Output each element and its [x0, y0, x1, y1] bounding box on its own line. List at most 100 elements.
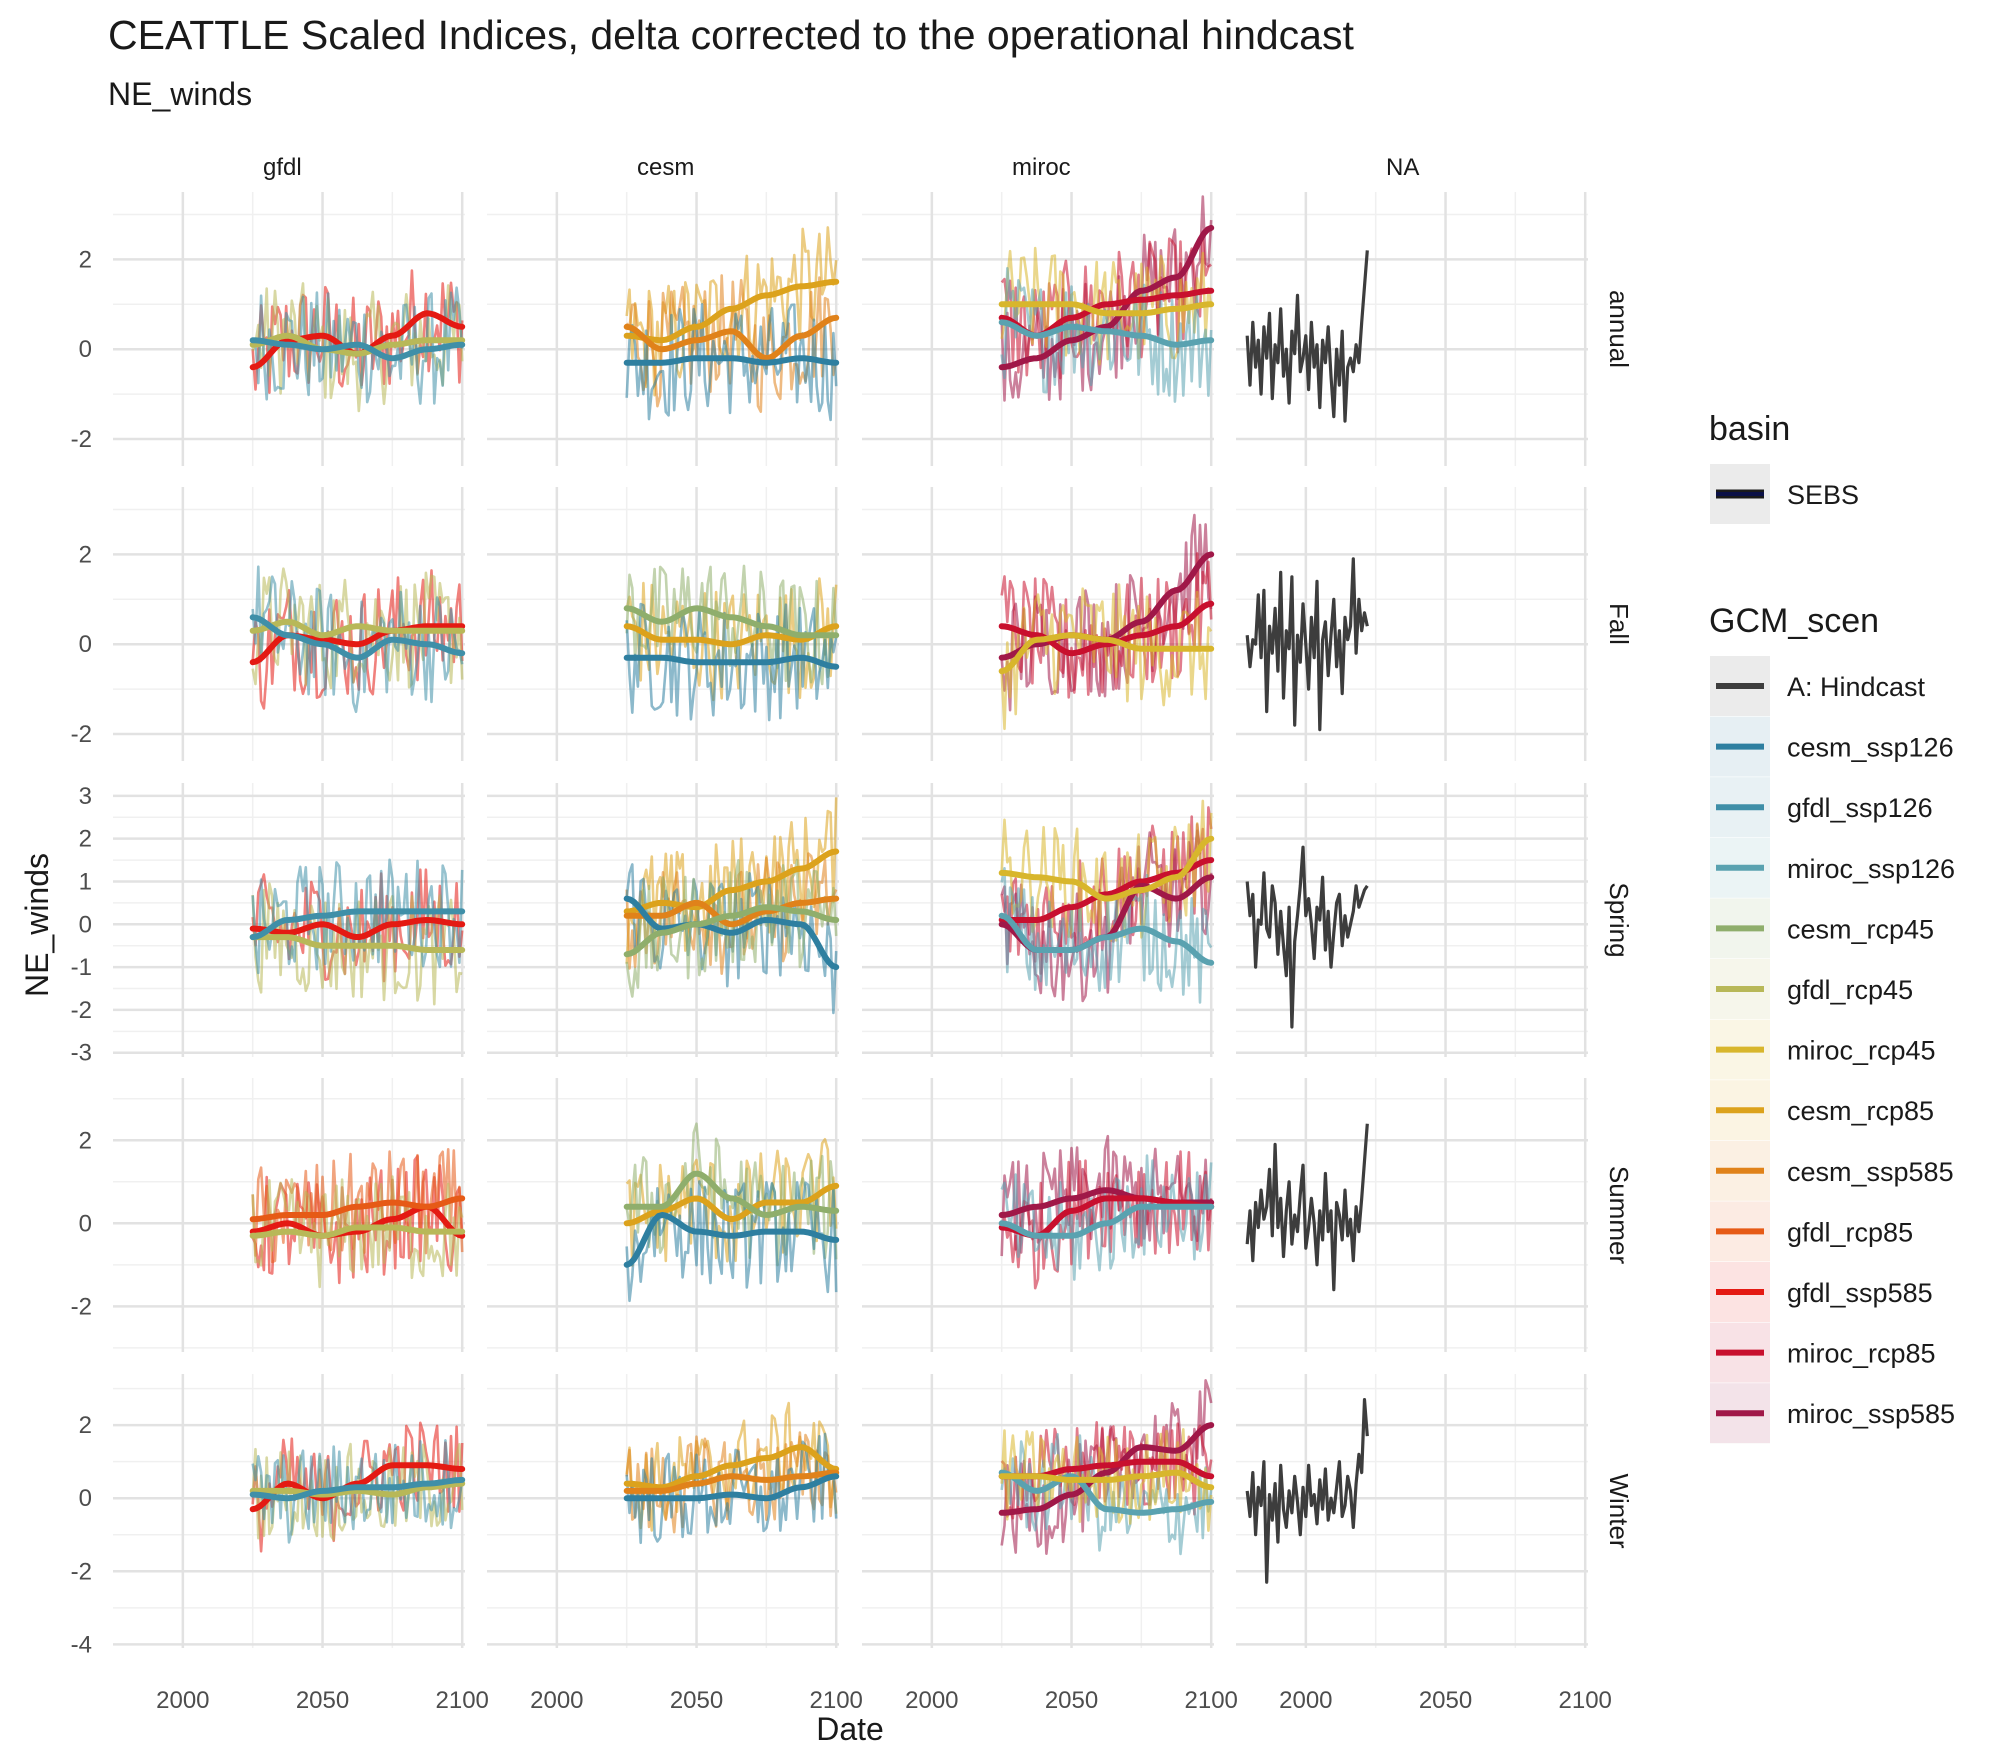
- x-tick-label: 2050: [296, 1687, 349, 1714]
- series-trend-gfdl_rcp45: [249, 1224, 466, 1239]
- panel-cesm-spring: [487, 783, 840, 1057]
- series-raw-cesm_ssp126: [625, 1432, 838, 1545]
- series-raw-gfdl_rcp45: [251, 567, 464, 690]
- panel-gfdl-fall: [113, 487, 466, 761]
- y-tick-label: 2: [79, 826, 92, 853]
- x-tick-label: 2050: [1045, 1687, 1098, 1714]
- y-tick-label: 0: [79, 1485, 92, 1512]
- panel-miroc-summer: [862, 1078, 1215, 1352]
- series-trend-miroc_rcp45: [998, 632, 1215, 675]
- panel-cesm-annual: [487, 192, 840, 466]
- series-trend-cesm_rcp85: [623, 1444, 840, 1491]
- facet-label-summer: Summer: [1604, 1166, 1634, 1265]
- panel-na-annual: [1236, 192, 1588, 466]
- x-tick-label: 2050: [1419, 1687, 1472, 1714]
- y-tick-label: -1: [71, 954, 92, 981]
- series-trend-miroc_ssp585: [998, 224, 1215, 371]
- series-trend-gfdl_rcp45: [249, 332, 466, 357]
- legend-label: cesm_ssp585: [1787, 1157, 1954, 1187]
- panel-cesm-fall: [487, 487, 840, 761]
- y-tick-label: 0: [79, 911, 92, 938]
- y-tick-label: 0: [79, 1210, 92, 1237]
- x-tick-label: 2100: [1559, 1687, 1612, 1714]
- hindcast-line: [1245, 1398, 1369, 1584]
- hindcast-line: [1245, 1123, 1369, 1292]
- panel-gfdl-summer: [113, 1078, 466, 1352]
- series-trend-cesm_rcp85: [623, 1182, 840, 1227]
- facet-label-gfdl: gfdl: [263, 154, 302, 181]
- y-tick-label: 2: [79, 541, 92, 568]
- legend-label: miroc_rcp45: [1787, 1036, 1936, 1066]
- series-trend-cesm_rcp45: [623, 605, 840, 639]
- series-trend-cesm_rcp45: [623, 1170, 840, 1218]
- facet-label-miroc: miroc: [1012, 154, 1071, 181]
- chart-title: CEATTLE Scaled Indices, delta corrected …: [108, 12, 1354, 58]
- series-trend-cesm_rcp85: [623, 278, 840, 344]
- series-raw-cesm_rcp45: [625, 1122, 838, 1267]
- facet-label-cesm: cesm: [637, 154, 694, 181]
- legend-label: gfdl_ssp585: [1787, 1278, 1933, 1308]
- legend-label: cesm_rcp85: [1787, 1096, 1934, 1126]
- hindcast-line: [1245, 845, 1369, 1029]
- y-tick-label: -2: [71, 1293, 92, 1320]
- panel-na-fall: [1236, 487, 1588, 761]
- legend-label: cesm_ssp126: [1787, 733, 1954, 763]
- panel-gfdl-winter: [113, 1374, 466, 1648]
- series-trend-cesm_ssp126: [623, 654, 840, 670]
- y-tick-label: -3: [71, 1040, 92, 1067]
- panel-na-winter: [1236, 1374, 1588, 1648]
- series-trend-gfdl_rcp85: [249, 1195, 466, 1223]
- panel-cesm-summer: [487, 1078, 840, 1352]
- series-trend-gfdl_ssp126: [249, 908, 466, 941]
- facet-label-annual: annual: [1604, 290, 1634, 368]
- x-tick-label: 2100: [436, 1687, 489, 1714]
- y-tick-label: 0: [79, 336, 92, 363]
- series-trend-miroc_ssp126: [998, 1203, 1215, 1239]
- legend-label: cesm_rcp45: [1787, 914, 1934, 944]
- chart-subtitle: NE_winds: [108, 76, 253, 112]
- x-tick-label: 2050: [670, 1687, 723, 1714]
- series-trend-cesm_ssp126: [623, 1212, 840, 1268]
- panel-miroc-winter: [862, 1374, 1215, 1648]
- series-trend-miroc_ssp585: [998, 1422, 1215, 1516]
- series-trend-cesm_rcp85: [623, 623, 840, 648]
- series-trend-cesm_ssp585: [623, 895, 840, 928]
- series-trend-cesm_ssp126: [623, 1473, 840, 1502]
- x-axis-title: Date: [816, 1711, 884, 1747]
- legend-label: miroc_rcp85: [1787, 1339, 1936, 1369]
- series-raw-gfdl_ssp126: [251, 1439, 464, 1544]
- series-trend-cesm_ssp126: [623, 895, 840, 971]
- panel-na-summer: [1236, 1078, 1588, 1352]
- series-trend-miroc_rcp45: [998, 835, 1215, 902]
- y-axis-title: NE_winds: [19, 853, 55, 997]
- panel-cesm-winter: [487, 1374, 840, 1648]
- x-tick-label: 2100: [810, 1687, 863, 1714]
- legend-label: miroc_ssp585: [1787, 1399, 1955, 1429]
- facet-label-fall: Fall: [1604, 603, 1634, 645]
- panel-gfdl-spring: [113, 783, 466, 1057]
- series-trend-cesm_ssp126: [623, 355, 840, 366]
- legend-label: SEBS: [1787, 480, 1859, 510]
- series-trend-gfdl_ssp585: [249, 1462, 466, 1513]
- legend-label: A: Hindcast: [1787, 672, 1926, 702]
- series-trend-miroc_ssp126: [998, 1469, 1215, 1516]
- series-trend-miroc_ssp126: [998, 319, 1215, 348]
- legend-label: gfdl_rcp85: [1787, 1217, 1913, 1247]
- series-raw-cesm_ssp126: [625, 303, 838, 422]
- series-trend-gfdl_ssp126: [249, 337, 466, 362]
- y-tick-label: -4: [71, 1631, 92, 1658]
- y-tick-label: -2: [71, 721, 92, 748]
- hindcast-line: [1245, 557, 1369, 732]
- series-raw-miroc_rcp45: [1000, 799, 1213, 942]
- legend-gcm-title: GCM_scen: [1709, 602, 1879, 640]
- series-trend-gfdl_rcp45: [249, 618, 466, 639]
- series-trend-cesm_rcp85: [623, 848, 840, 915]
- x-tick-label: 2000: [905, 1687, 958, 1714]
- legend-basin-title: basin: [1709, 410, 1790, 448]
- y-tick-label: -2: [71, 997, 92, 1024]
- facet-label-winter: Winter: [1604, 1473, 1634, 1548]
- series-trend-cesm_ssp585: [623, 1469, 840, 1494]
- series-trend-gfdl_rcp45: [249, 934, 466, 953]
- panel-miroc-fall: [862, 487, 1215, 761]
- panel-gfdl-annual: [113, 192, 466, 466]
